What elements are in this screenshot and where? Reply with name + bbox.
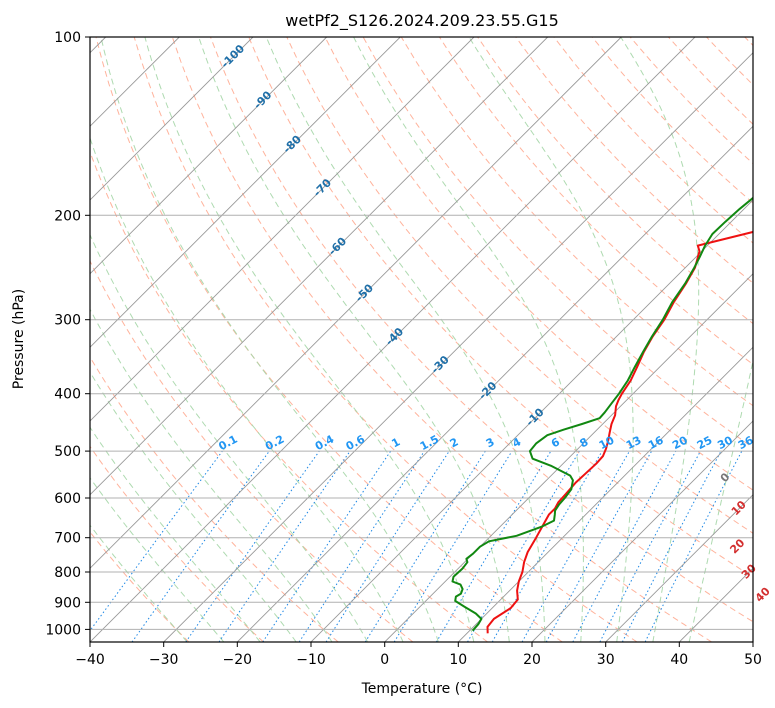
mixing-ratio-line — [185, 450, 320, 642]
dry-adiabat-line — [171, 37, 712, 642]
x-tick-label: 50 — [744, 652, 762, 668]
isotherm-line — [90, 37, 696, 642]
x-tick-label: −10 — [296, 652, 326, 668]
mixing-ratio-line — [572, 450, 677, 642]
x-tick-label: 0 — [380, 652, 389, 668]
dry-adiabat-line — [210, 37, 753, 623]
isotherm-line — [90, 37, 622, 569]
isotherm-line — [90, 37, 401, 348]
dry-adiabat-line — [95, 37, 563, 642]
mixing-ratio-label: 10 — [597, 433, 617, 452]
moist-adiabat-line — [90, 233, 369, 642]
mixing-ratio-line — [298, 450, 425, 642]
mixing-ratio-label: 13 — [624, 434, 644, 453]
isotherm-line — [90, 37, 328, 275]
x-axis-title: Temperature (°C) — [361, 681, 483, 697]
y-tick-label: 900 — [54, 595, 81, 611]
mixing-ratio-line — [545, 450, 653, 642]
y-tick-label: 700 — [54, 531, 81, 547]
plot-frame — [89, 36, 754, 643]
moist-adiabat-line — [353, 37, 584, 642]
moist-adiabat-line — [90, 136, 404, 642]
y-tick-label: 300 — [54, 313, 81, 329]
isotherm-line — [90, 37, 475, 422]
moist-adiabat-line — [90, 476, 225, 642]
x-tick-label: −30 — [149, 652, 179, 668]
y-tick-label: 200 — [54, 208, 81, 224]
moist-adiabat-line — [688, 358, 753, 642]
dry-adiabat-line — [286, 37, 753, 534]
mixing-ratio-label: 30 — [715, 433, 735, 452]
mixing-ratio-label: 16 — [646, 433, 666, 452]
dry-adiabat-line — [90, 445, 264, 642]
x-tick-label: 30 — [597, 652, 615, 668]
isotherm-line — [90, 37, 254, 201]
isotherm-line — [457, 346, 753, 642]
moist-adiabat-line — [198, 37, 510, 642]
y-tick-label: 600 — [54, 491, 81, 507]
mixing-ratio-line — [521, 450, 630, 642]
mixing-ratio-line — [644, 450, 743, 642]
moist-adiabat-line — [90, 308, 333, 642]
x-tick-label: 20 — [523, 652, 541, 668]
isotherm-line — [531, 420, 753, 642]
isotherm-line — [310, 199, 753, 642]
dry-adiabat-line — [90, 356, 339, 642]
plot-area — [90, 37, 753, 642]
dry-adiabat-line — [133, 37, 638, 642]
mixing-ratio-label: 20 — [670, 433, 690, 452]
isotherm-line — [236, 125, 753, 642]
x-tick-label: −40 — [75, 652, 105, 668]
moist-adiabat-line — [100, 37, 439, 642]
y-tick-label: 1000 — [45, 622, 81, 638]
dewpoint-profile-line — [451, 196, 753, 632]
x-tick-label: 40 — [670, 652, 688, 668]
moist-adiabat-line — [90, 524, 188, 642]
y-axis-title: Pressure (hPa) — [11, 289, 27, 389]
chart-title: wetPf2_S126.2024.209.23.55.G15 — [285, 11, 559, 31]
mixing-ratio-label: 25 — [695, 434, 715, 453]
y-tick-label: 500 — [54, 444, 81, 460]
dry-adiabat-line — [90, 259, 414, 642]
x-tick-label: 10 — [449, 652, 467, 668]
moist-adiabat-line — [620, 37, 700, 642]
x-tick-label: −20 — [223, 652, 253, 668]
isotherm-line — [384, 273, 753, 642]
x-axis: −40 −30 −20 −10 0 10 20 30 40 50 — [75, 642, 762, 668]
y-tick-label: 100 — [54, 30, 81, 46]
mixing-ratio-line — [325, 450, 450, 642]
mixing-ratio-line — [393, 450, 513, 642]
mixing-ratio-line — [131, 450, 270, 642]
mixing-ratio-line — [90, 450, 223, 632]
mixing-ratio-line — [262, 450, 392, 642]
mixing-ratio-label: 36 — [736, 433, 756, 452]
moist-adiabat-line — [90, 426, 261, 642]
y-axis: 100 200 300 400 500 600 700 800 900 1000 — [45, 30, 90, 638]
isotherm-line — [163, 52, 753, 642]
moist-adiabat-line — [265, 37, 546, 642]
dry-adiabat-line — [248, 37, 753, 578]
moist-adiabat-line — [90, 371, 297, 642]
temperature-profile-line — [486, 230, 753, 634]
isotherm-line — [90, 37, 549, 496]
y-tick-label: 800 — [54, 565, 81, 581]
mixing-ratio-line — [218, 450, 351, 642]
dry-adiabat-line — [324, 37, 753, 491]
dry-adiabat-line — [515, 37, 753, 284]
isotherm-line — [605, 494, 753, 642]
moist-adiabat-line — [144, 37, 475, 642]
y-tick-label: 400 — [54, 387, 81, 403]
